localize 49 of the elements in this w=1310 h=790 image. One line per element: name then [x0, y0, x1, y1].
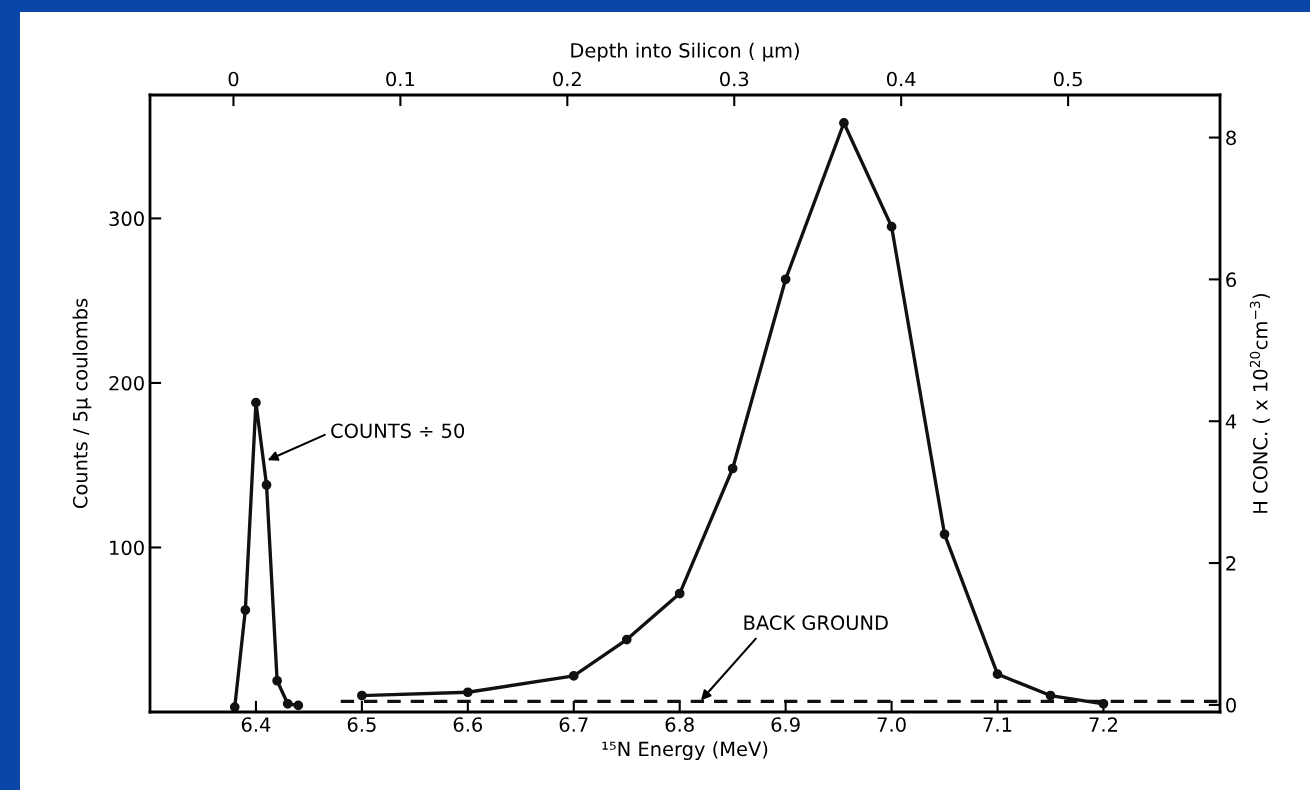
y-tick-label: 100 [110, 540, 144, 556]
x-tick-label: 6.7 [559, 717, 588, 732]
point [261, 480, 272, 490]
point [293, 700, 304, 711]
y2-tick-label: 8 [1226, 130, 1236, 146]
x-tick-label: 7.2 [1089, 717, 1117, 732]
x-tick-label: 6.6 [453, 717, 483, 732]
point [674, 588, 685, 599]
point [886, 221, 897, 232]
y2-tick-label: 6 [1226, 272, 1237, 288]
x2-tick-label: 0.3 [720, 71, 749, 87]
point [1045, 690, 1056, 701]
x2-tick-label: 0.4 [886, 71, 916, 87]
y-axis-title: Counts / 5μ coulombs [72, 298, 92, 509]
x2-tick-label: 0 [228, 71, 239, 87]
x-tick-label: 6.8 [665, 717, 694, 732]
y2-tick-label: 0 [1226, 697, 1236, 713]
point [272, 675, 282, 686]
x-tick-label: 6.4 [241, 717, 271, 732]
point [780, 274, 791, 285]
x2-tick-label: 0.5 [1053, 71, 1082, 87]
point [251, 397, 261, 408]
point [992, 669, 1003, 680]
point [229, 702, 240, 712]
point [1098, 698, 1109, 709]
x2-tick-label: 0.2 [553, 71, 581, 87]
point [727, 463, 738, 474]
x-tick-label: 6.9 [771, 717, 800, 732]
point [568, 670, 579, 681]
x2-tick-label: 0.1 [386, 71, 415, 87]
x-tick-label: 6.5 [347, 717, 376, 732]
point [839, 118, 849, 128]
x-axis-title: ¹⁵N Energy (MeV) [602, 741, 768, 761]
y2-tick-label: 2 [1226, 556, 1236, 571]
annotation: COUNTS ÷ 50 [331, 423, 465, 439]
point [621, 634, 632, 645]
x-tick-label: 7.1 [983, 717, 1012, 732]
annotation: BACK GROUND [744, 615, 888, 631]
point [462, 687, 473, 698]
y-tick-label: 200 [109, 375, 144, 391]
point [240, 605, 251, 615]
point [282, 698, 293, 709]
x2-axis-title: Depth into Silicon ( μm) [571, 42, 799, 62]
y2-tick-label: 4 [1225, 414, 1237, 429]
y-tick-label: 300 [109, 211, 144, 227]
point [939, 529, 950, 540]
x-tick-label: 7.0 [877, 717, 906, 732]
point [357, 690, 367, 701]
y2-axis-title: H CONC. ( x 10$^{20}$cm$^{−3}$) [1249, 293, 1270, 513]
